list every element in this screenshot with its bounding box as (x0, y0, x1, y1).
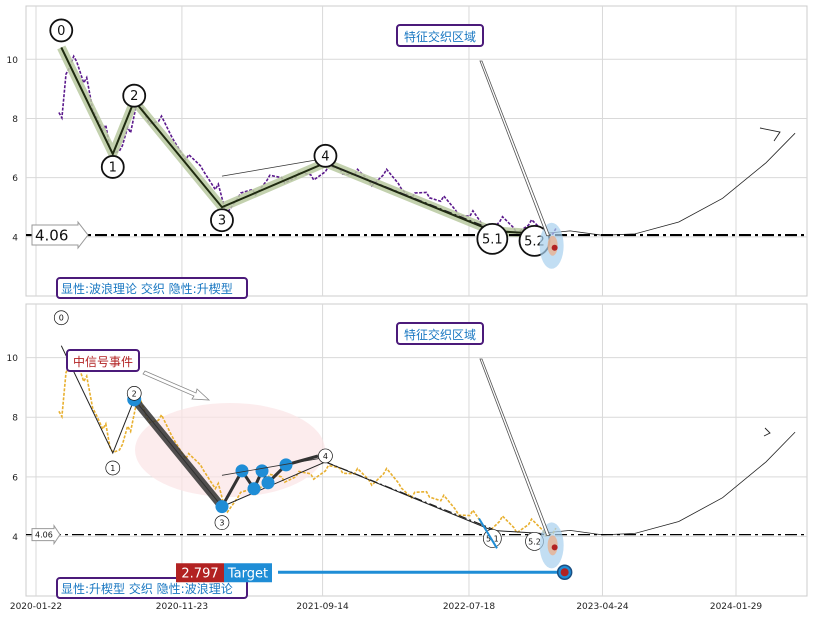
wave-point-label: 0 (59, 314, 64, 323)
wave-point-marker (313, 143, 338, 168)
target-zone-dot (551, 544, 558, 551)
region-label-text: 特征交织区域 (404, 29, 476, 44)
trend-line (221, 457, 326, 476)
trend-line-dashdot (325, 162, 493, 230)
level-arrow-label (31, 523, 61, 546)
signal-event-box (66, 349, 140, 372)
target-value: 2.797 (181, 566, 218, 581)
x-tick-label: 2022-07-18 (443, 602, 496, 612)
region-label-text: 特征交织区域 (404, 327, 476, 342)
x-tick-label: 2021-09-14 (296, 602, 349, 612)
signal-arrow (142, 370, 211, 401)
wave-point-label: 4 (321, 149, 329, 164)
x-axis: 2020-01-22 2020-11-23 2021-09-14 2022-07-18… (10, 602, 763, 612)
y-tick-label: 10 (7, 354, 19, 364)
wedge-vertex-dot (255, 464, 269, 478)
x-tick-label: 2024-01-29 (710, 602, 763, 612)
wave-point-marker (122, 83, 147, 108)
y-tick-label: 8 (12, 414, 18, 424)
target-approach-line (478, 518, 498, 549)
callout-arrow (479, 60, 551, 237)
price-series-line (58, 54, 557, 238)
wave-point-label: 5.2 (528, 537, 541, 546)
x-tick-label: 2023-04-24 (576, 602, 629, 612)
wave-point-marker (476, 222, 509, 255)
plot-frame (25, 5, 808, 297)
wave-point-marker (210, 208, 234, 233)
wave-point-label: 0 (57, 24, 65, 39)
pattern-footer-box (56, 577, 248, 599)
callout-arrow (479, 358, 551, 536)
projection-arrowhead (763, 427, 771, 437)
projection-arrowhead (759, 127, 781, 142)
wave-point-label: 4 (323, 452, 328, 461)
y-tick-label: 4 (12, 233, 18, 243)
wave-point-label: 3 (218, 214, 226, 229)
pattern-footer-text: 显性:升楔型 交织 隐性:波浪理论 (61, 581, 233, 596)
pattern-footer-box (56, 277, 248, 299)
wedge-vertex-dot (261, 476, 275, 490)
y-tick-label: 6 (12, 473, 18, 483)
wedge-vertex-dot (235, 464, 249, 478)
wedge-vertex-dot (215, 500, 229, 514)
trend-line (221, 158, 326, 177)
wave-point-marker (214, 515, 230, 530)
trend-line-dashdot (325, 461, 493, 530)
wave-point-marker (49, 18, 74, 43)
wave-point-label: 1 (110, 464, 115, 473)
target-value-box (176, 563, 224, 583)
target-text-box (224, 563, 272, 583)
wave-point-marker (105, 460, 121, 476)
target-text: Target (227, 566, 268, 581)
signal-event-text: 中信号事件 (73, 354, 133, 369)
target-zone-dot (551, 244, 558, 251)
y-tick-label: 8 (12, 115, 18, 125)
target-point-core (560, 568, 569, 577)
signal-event-label: 中信号事件 (66, 349, 140, 372)
region-label: 特征交织区域 (396, 322, 484, 345)
x-tick-label: 2020-11-23 (156, 602, 208, 612)
y-tick-label: 6 (12, 174, 18, 184)
pattern-footer-label: 显性:升楔型 交织 隐性:波浪理论 (56, 577, 248, 599)
y-tick-label: 4 (12, 533, 18, 543)
wedge-vertex-dot (247, 482, 261, 496)
wedge-vertex-dot (279, 458, 293, 472)
wave-point-marker (126, 385, 142, 401)
wave-point-marker (100, 155, 125, 179)
wave-point-label: 2 (132, 389, 137, 398)
x-tick-label: 2020-01-22 (10, 602, 62, 612)
region-label-box (396, 24, 484, 47)
level-arrow-label (31, 220, 89, 250)
region-label: 特征交织区域 (396, 24, 484, 47)
wave-point-label: 3 (219, 519, 224, 528)
wave-point-marker (318, 448, 333, 464)
pattern-footer-text: 显性:波浪理论 交织 隐性:升楔型 (61, 281, 233, 296)
level-value: 4.06 (35, 531, 53, 540)
projection-curve (540, 132, 796, 236)
wedge-leg (130, 395, 226, 511)
pattern-footer-label: 显性:波浪理论 交织 隐性:升楔型 (56, 277, 248, 299)
wave-point-label: 2 (130, 89, 138, 104)
level-value: 4.06 (35, 227, 68, 245)
projection-curve (540, 431, 796, 536)
wave-point-marker (53, 310, 69, 326)
wave-point-label: 1 (109, 160, 117, 175)
region-label-box (396, 322, 484, 345)
y-tick-label: 10 (7, 56, 19, 66)
wave-point-label: 5.1 (482, 232, 503, 247)
